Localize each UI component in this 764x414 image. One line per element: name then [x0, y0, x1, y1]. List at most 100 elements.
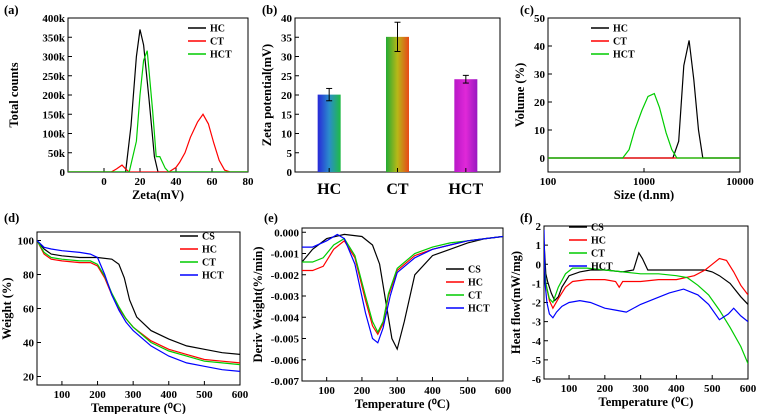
x-tick-label: 10000	[726, 176, 754, 188]
x-tick-label: 40	[171, 176, 183, 188]
x-axis-label: Size (d.nm)	[614, 188, 674, 202]
series-line-hct	[548, 92, 740, 159]
x-tick-label: 80	[243, 176, 255, 188]
x-axis-label: Temperature (⁰C)	[355, 397, 450, 411]
y-tick-label: 5	[287, 148, 293, 160]
y-axis-label: Zeta potential(mV)	[260, 44, 274, 146]
legend-label-hct: HCT	[591, 262, 613, 273]
x-axis-label: Zeta(mV)	[132, 188, 184, 202]
panel-label: (b)	[262, 3, 277, 17]
category-label: CT	[386, 181, 409, 198]
y-axis-label: Total counts	[7, 62, 21, 127]
x-tick-label: 300	[125, 389, 142, 401]
legend-label-cs: CS	[202, 232, 215, 243]
x-tick-label: 300	[389, 385, 406, 397]
y-tick-label: 0	[540, 153, 546, 165]
panel-c: (c) 0 10 20 30 40 50 100 1000 10000 HC CT HCT Size (d…	[513, 3, 754, 202]
y-tick-label: -0.005	[271, 334, 300, 346]
y-tick-label: 400k	[42, 13, 66, 25]
y-tick-label: 10	[534, 125, 546, 137]
y-tick-label: -0.003	[271, 291, 300, 303]
y-tick-label: -0.006	[271, 355, 300, 367]
series-line-ct	[37, 240, 240, 366]
y-tick-label: 40	[23, 338, 35, 350]
y-tick-label: -3	[532, 317, 542, 329]
bar-hct	[454, 79, 478, 172]
plot-frame	[547, 17, 741, 173]
y-tick-label: 0	[287, 167, 293, 179]
y-tick-label: 60	[23, 304, 35, 316]
series-line-cs	[544, 241, 748, 305]
legend-label-hct: HCT	[210, 50, 232, 61]
series-line-hc	[68, 29, 248, 172]
y-tick-label: -0.007	[271, 376, 300, 388]
y-tick-label: -4	[532, 336, 542, 348]
x-tick-label: 300	[632, 383, 649, 395]
legend-label-cs: CS	[468, 265, 481, 276]
y-tick-label: 40	[281, 13, 293, 25]
x-tick-label: 100	[561, 383, 578, 395]
x-tick-label: 100	[54, 389, 71, 401]
y-tick-label: 0	[536, 259, 542, 271]
y-axis-label: Deriv Weight(%/min)	[251, 246, 265, 362]
x-tick-label: 500	[459, 385, 476, 397]
y-tick-label: 30	[281, 52, 293, 64]
y-tick-label: -6	[532, 374, 542, 386]
y-tick-label: -0.004	[271, 312, 300, 324]
legend-label-hc: HC	[202, 245, 217, 256]
legend-label-ct: CT	[591, 249, 605, 260]
y-tick-label: -0.001	[271, 249, 299, 261]
y-tick-label: 2	[536, 221, 542, 233]
series-line-hc	[548, 40, 740, 159]
legend-label-hct: HCT	[468, 304, 490, 315]
y-tick-label: 40	[534, 41, 546, 53]
y-tick-label: 10	[281, 129, 293, 141]
series-line-hct	[68, 50, 248, 172]
panel-label: (c)	[520, 3, 534, 17]
x-tick-label: 500	[196, 389, 213, 401]
series-line-ct	[302, 235, 503, 334]
y-tick-label: 200k	[42, 90, 66, 102]
x-tick-label: 100	[540, 176, 557, 188]
x-tick-label: 400	[668, 383, 685, 395]
legend-label-ct: CT	[613, 37, 627, 48]
y-tick-label: 100k	[42, 129, 66, 141]
series-line-ct	[68, 113, 248, 172]
panel-label: (d)	[4, 211, 19, 225]
panel-a: (a) 0 50k 100k 150k 200k 250k 300k 350k 400k 0 20 40…	[4, 3, 254, 202]
series-line-hct	[37, 240, 240, 372]
plot-frame	[301, 227, 504, 382]
series-line-hct	[302, 233, 503, 344]
x-tick-label: 60	[207, 176, 219, 188]
y-tick-label: 300k	[42, 52, 66, 64]
y-axis-label: Heat flow(mW/mg)	[509, 251, 523, 354]
y-tick-label: 150k	[42, 109, 66, 121]
bar-ct	[386, 36, 409, 172]
panel-b: (b) 0 5 10 15 20 25 30 35 40 HC CT HCT Zeta potential…	[260, 3, 501, 198]
y-tick-label: 350k	[42, 32, 66, 44]
y-axis-label: Weight (%)	[0, 277, 14, 339]
legend-label-cs: CS	[591, 223, 604, 234]
x-axis-label: Temperature (⁰C)	[91, 401, 186, 414]
bar-hc	[317, 94, 341, 172]
y-tick-label: 20	[23, 372, 35, 384]
y-tick-label: 100	[18, 236, 35, 248]
panel-label: (a)	[4, 3, 19, 17]
series-line-cs	[302, 233, 503, 351]
legend-label-hc: HC	[210, 24, 225, 35]
y-axis-label: Volume (%)	[513, 63, 527, 127]
panel-f: (f) -6 -5 -4 -3 -2 -1 0 1 2 100 200 300 400 500 600 CS HC…	[509, 211, 757, 409]
y-tick-label: 25	[281, 71, 293, 83]
series-line-hc	[544, 257, 748, 310]
legend-label-hct: HCT	[613, 50, 635, 61]
legend-label-ct: CT	[210, 37, 224, 48]
y-tick-label: 20	[281, 90, 293, 102]
x-tick-label: 600	[232, 389, 249, 401]
x-tick-label: 400	[424, 385, 441, 397]
category-label: HCT	[448, 181, 483, 198]
y-tick-label: -5	[532, 355, 542, 367]
category-label: HC	[317, 181, 341, 198]
y-tick-label: 0	[60, 167, 66, 179]
y-tick-label: 20	[534, 97, 546, 109]
